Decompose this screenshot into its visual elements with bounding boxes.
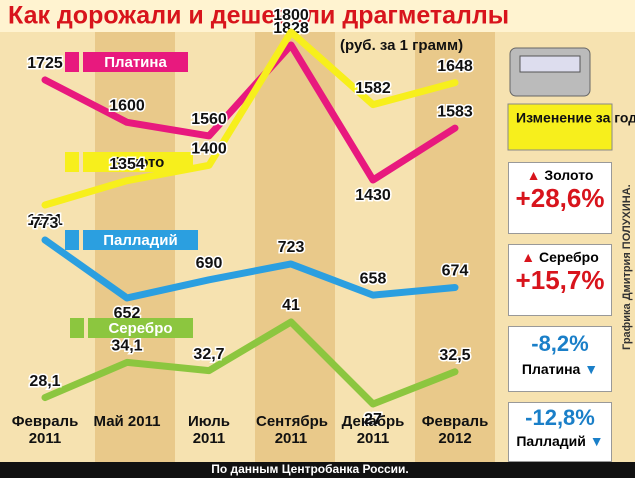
point bbox=[288, 42, 294, 48]
legend-swatch bbox=[70, 318, 84, 338]
series-line bbox=[41, 236, 459, 302]
change-value: +15,7% bbox=[515, 265, 605, 295]
x-tick-label: Февраль 2012 bbox=[421, 413, 489, 447]
x-tick-label: Май 2011 bbox=[93, 413, 161, 430]
change-name-text: Палладий bbox=[516, 433, 586, 449]
value-label: 1800 bbox=[273, 7, 309, 24]
value-label: 27 bbox=[364, 411, 382, 428]
legend-tag bbox=[83, 52, 188, 72]
legend-tag bbox=[83, 230, 198, 250]
title-band bbox=[0, 0, 635, 32]
series-line bbox=[41, 41, 459, 184]
value-label: 1400 bbox=[191, 141, 227, 158]
legend-tag bbox=[88, 318, 193, 338]
calculator-screen bbox=[519, 55, 581, 73]
point bbox=[370, 292, 376, 299]
point bbox=[452, 79, 458, 86]
series-line bbox=[41, 318, 459, 408]
point bbox=[206, 367, 212, 374]
point bbox=[288, 260, 294, 267]
chart-title: Как дорожали и дешевели драгметаллы bbox=[8, 2, 509, 30]
point bbox=[124, 177, 130, 184]
change-box: ▲ Золото +28,6% bbox=[508, 162, 612, 234]
point bbox=[42, 237, 48, 243]
value-label: 658 bbox=[360, 270, 387, 287]
change-name-text: Платина bbox=[521, 361, 581, 377]
point bbox=[370, 101, 376, 108]
credit: Графика Дмитрия ПОЛУХИНА. bbox=[621, 184, 633, 350]
value-label: 1600 bbox=[109, 98, 145, 115]
point bbox=[42, 202, 48, 208]
point bbox=[42, 394, 48, 401]
x-tick-label: Сентябрь 2011 bbox=[256, 413, 328, 447]
change-name-text: Серебро bbox=[538, 249, 599, 265]
legend-label: Серебро bbox=[108, 320, 172, 337]
value-label: 1281 bbox=[27, 212, 63, 229]
stripe bbox=[415, 30, 495, 462]
point bbox=[206, 162, 212, 169]
legend-swatch bbox=[65, 230, 79, 250]
change-box: -12,8% Палладий ▼ bbox=[508, 402, 612, 462]
source: По данным Центробанка России. bbox=[211, 462, 409, 476]
value-label: 674 bbox=[442, 263, 469, 280]
x-tick-label: Июль 2011 bbox=[188, 413, 230, 447]
legend-swatch bbox=[65, 152, 79, 172]
source-bar bbox=[0, 462, 635, 478]
series-line bbox=[41, 28, 459, 209]
legend-label: Платина bbox=[104, 54, 167, 71]
change-box: -8,2% Платина ▼ bbox=[508, 326, 612, 392]
x-tick-label: Февраль 2011 bbox=[11, 413, 79, 447]
point bbox=[370, 177, 376, 183]
change-name-text: Золото bbox=[544, 167, 594, 183]
value-label: 773 bbox=[32, 215, 59, 232]
x-tick-label: Декабрь 2011 bbox=[341, 413, 405, 447]
change-name: Палладий ▼ bbox=[516, 433, 604, 449]
value-label: 723 bbox=[278, 239, 305, 256]
legend-swatch bbox=[65, 52, 79, 72]
value-label: 1648 bbox=[437, 58, 473, 75]
change-box: ▲ Серебро +15,7% bbox=[508, 244, 612, 316]
legend-label: Палладий bbox=[103, 232, 178, 249]
value-label: 1725 bbox=[27, 55, 63, 72]
value-label: 690 bbox=[196, 255, 223, 272]
change-value: -8,2% bbox=[531, 331, 589, 356]
value-label: 1430 bbox=[355, 187, 391, 204]
value-label: 1354 bbox=[109, 156, 145, 173]
point bbox=[452, 284, 458, 291]
value-label: 32,7 bbox=[193, 346, 224, 363]
legend-label: Золото bbox=[112, 154, 165, 171]
value-label: 41 bbox=[282, 297, 300, 314]
legend-tag bbox=[83, 152, 193, 172]
change-name: ▲ Золото bbox=[526, 167, 594, 183]
value-label: 1582 bbox=[355, 80, 391, 97]
point bbox=[42, 76, 48, 83]
value-label: 34,1 bbox=[111, 338, 142, 355]
panel-title-box bbox=[507, 103, 613, 151]
change-value: -12,8% bbox=[525, 405, 595, 430]
value-label: 32,5 bbox=[439, 347, 470, 364]
point bbox=[288, 319, 294, 325]
point bbox=[452, 368, 458, 375]
subtitle: (руб. за 1 грамм) bbox=[340, 37, 463, 54]
point bbox=[206, 132, 212, 139]
point bbox=[124, 359, 130, 366]
point bbox=[124, 295, 130, 301]
point bbox=[370, 401, 376, 407]
change-value: +28,6% bbox=[515, 183, 605, 213]
value-label: 1560 bbox=[191, 111, 227, 128]
change-name: Платина ▼ bbox=[521, 361, 599, 377]
value-label: 1583 bbox=[437, 103, 473, 120]
change-name: ▲ Серебро bbox=[521, 249, 599, 265]
point bbox=[206, 276, 212, 283]
point bbox=[124, 119, 130, 126]
panel-title: Изменение за год bbox=[516, 110, 635, 126]
point bbox=[452, 125, 458, 132]
point bbox=[288, 29, 294, 35]
value-label: 28,1 bbox=[29, 373, 60, 390]
